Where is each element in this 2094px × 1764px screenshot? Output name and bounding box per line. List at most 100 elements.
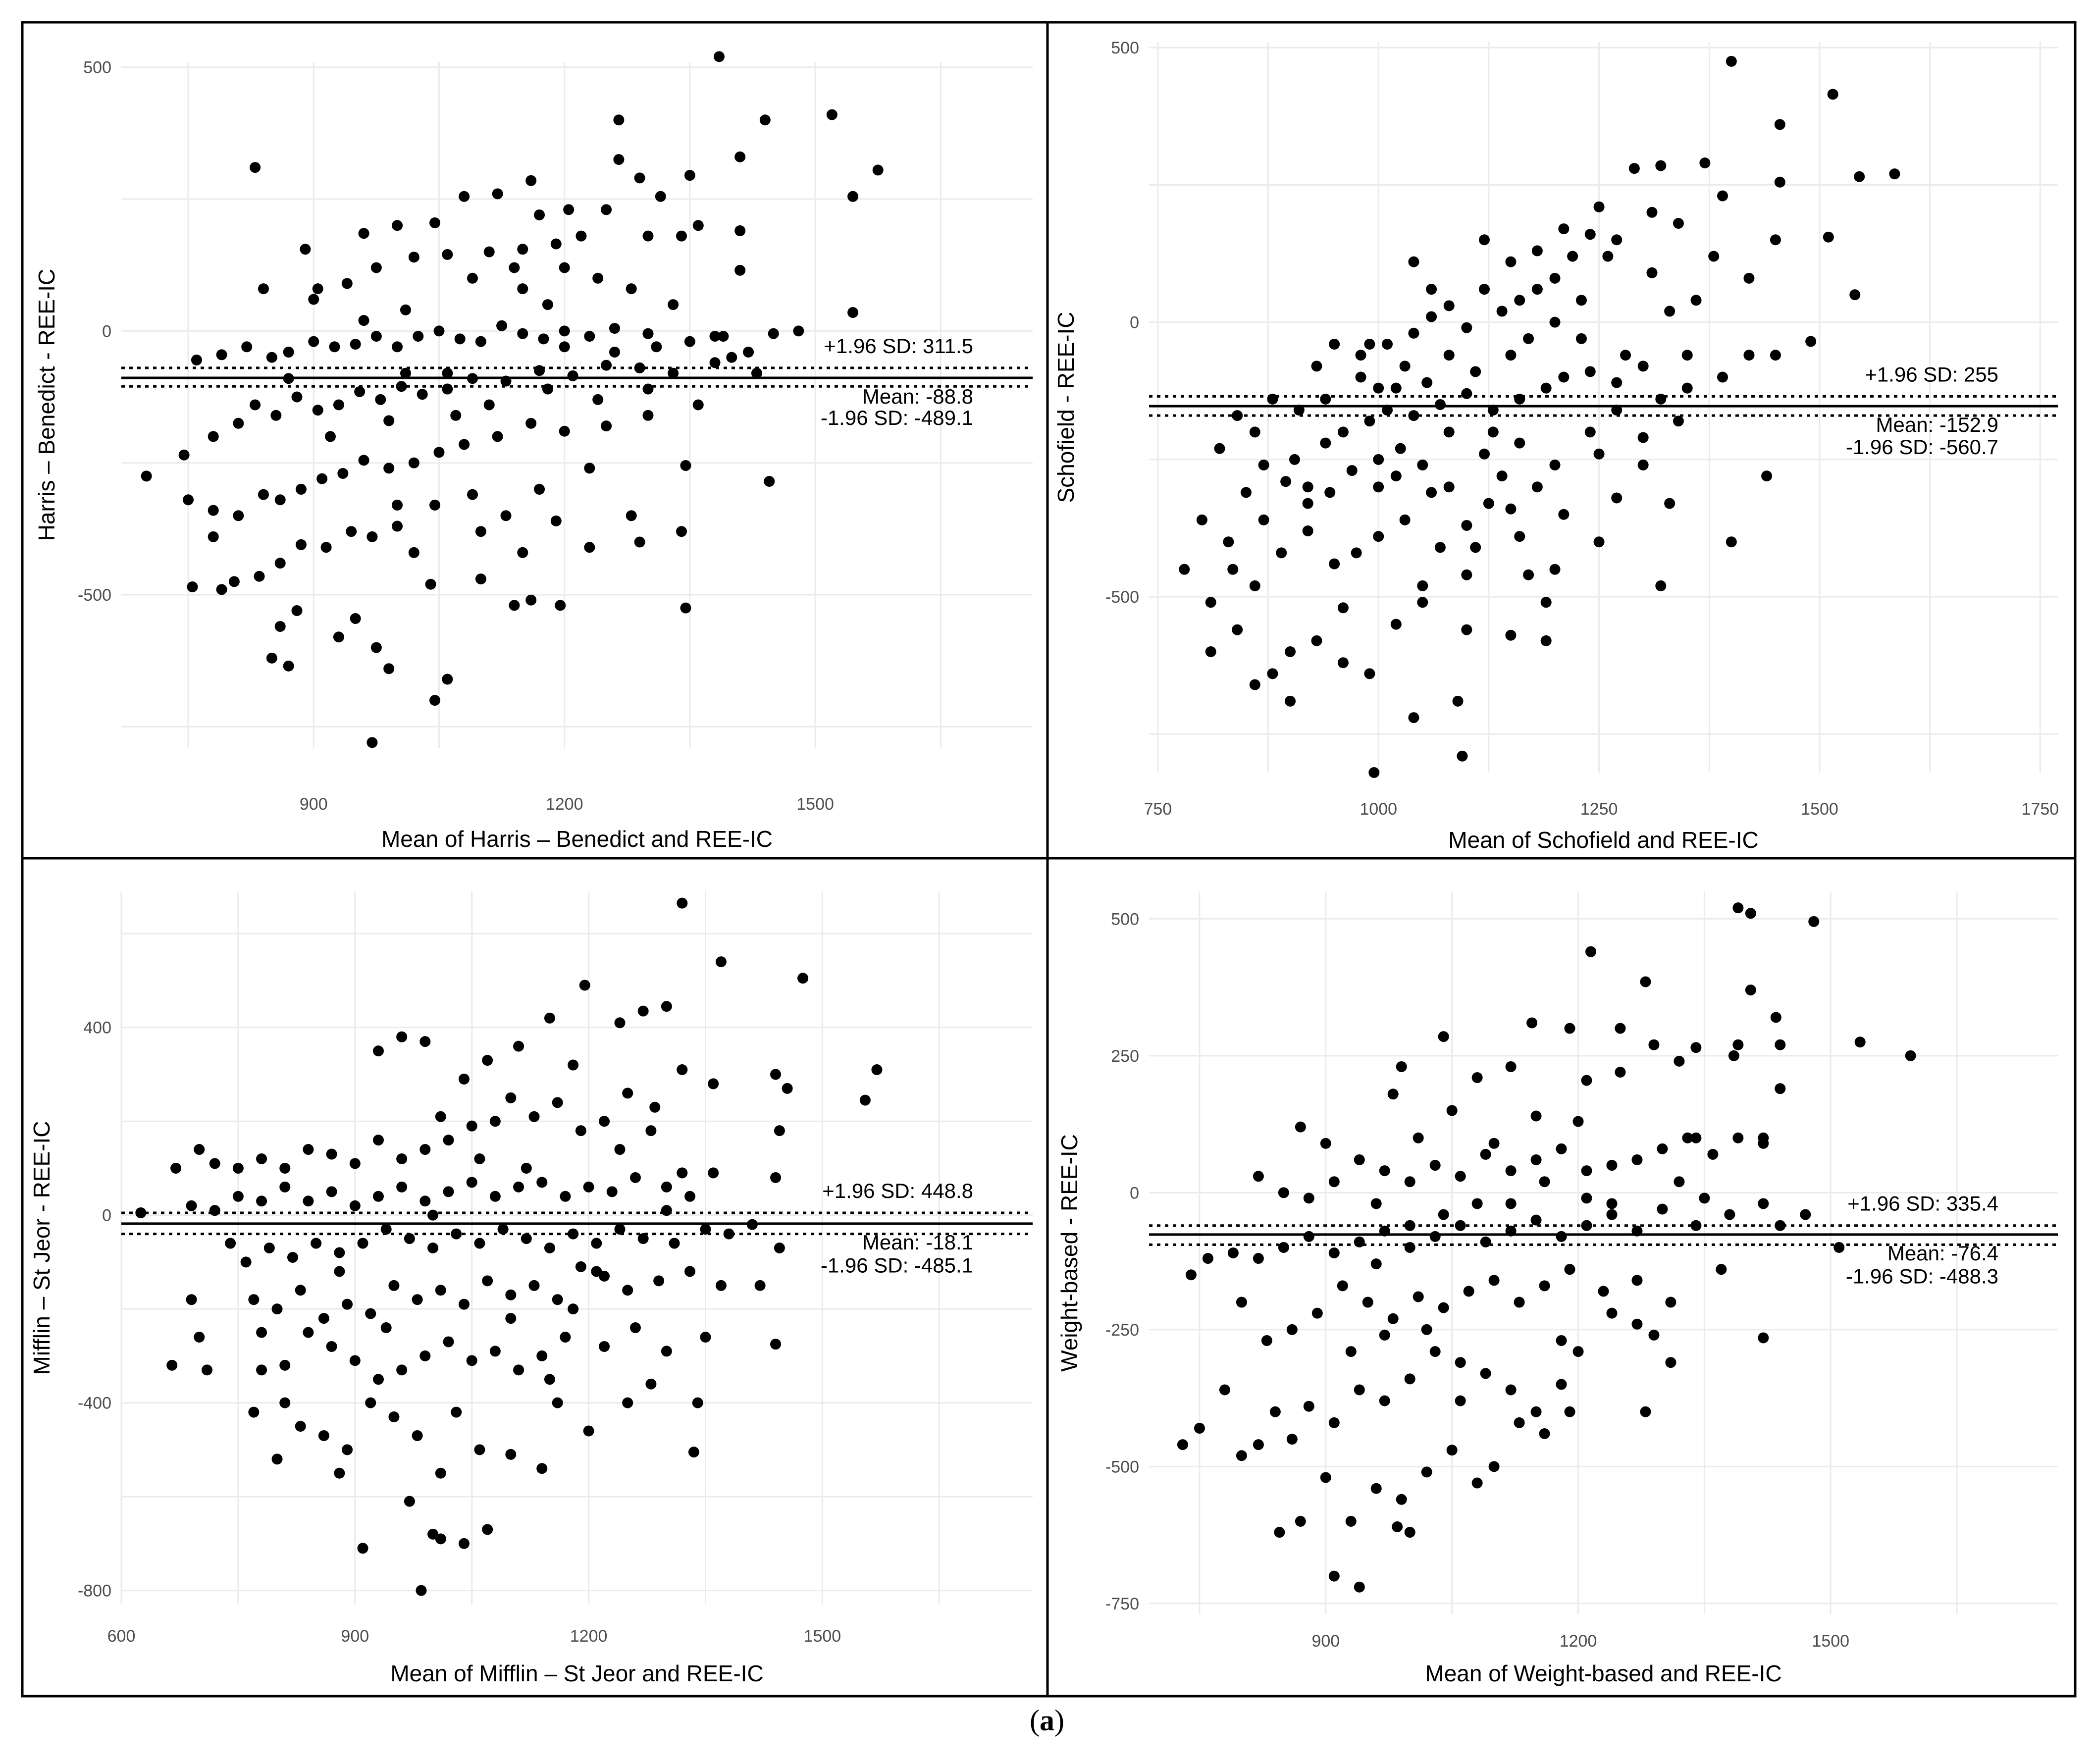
data-point [1514, 295, 1525, 306]
data-point [342, 1298, 353, 1310]
data-point [1446, 1105, 1458, 1116]
data-point [613, 114, 625, 126]
data-point [1364, 668, 1375, 679]
x-axis-title: Mean of Weight-based and REE-IC [1425, 1660, 1781, 1686]
data-point [513, 1040, 524, 1052]
data-point [1564, 1406, 1575, 1417]
data-point [404, 1496, 415, 1507]
data-point [241, 341, 253, 353]
data-point [544, 1012, 555, 1024]
data-point [544, 1374, 555, 1385]
data-point [346, 526, 357, 537]
data-point [723, 1228, 734, 1240]
data-point [1373, 481, 1384, 493]
data-point [365, 1308, 376, 1319]
data-point [774, 1125, 785, 1137]
data-point [1505, 1061, 1517, 1072]
x-tick-label: 900 [300, 795, 328, 814]
y-tick-label: 500 [1111, 39, 1139, 57]
data-point [1514, 437, 1525, 449]
data-point [642, 230, 654, 242]
y-axis-title: Weight-based - REE-IC [1056, 1134, 1082, 1372]
data-point [1455, 1357, 1466, 1368]
data-point [442, 383, 453, 395]
data-point [525, 417, 537, 429]
data-point [1611, 492, 1623, 504]
data-point [1392, 1521, 1403, 1533]
data-point [1732, 1132, 1744, 1143]
data-point [1302, 498, 1313, 509]
data-point [1337, 657, 1349, 669]
data-point [1446, 1445, 1458, 1456]
data-point [1320, 437, 1331, 449]
data-point [1732, 902, 1744, 914]
data-point [183, 494, 194, 506]
data-point [1370, 1483, 1382, 1494]
data-point [668, 367, 679, 379]
data-point [622, 1088, 633, 1099]
y-tick-label: -400 [78, 1394, 111, 1413]
data-point [429, 695, 441, 706]
data-point [677, 1167, 688, 1179]
data-point [1808, 916, 1820, 927]
y-tick-label: -750 [1105, 1595, 1139, 1613]
chart-panel-1: 900 1200 1500 -500 0 500 Mean of Harris – Bene… [21, 21, 1049, 860]
data-point [1452, 695, 1464, 707]
y-tick-label: 500 [83, 58, 111, 77]
mean-label: Mean: -18.1 [862, 1231, 973, 1254]
data-point [584, 331, 595, 342]
data-point [684, 336, 695, 347]
data-point [534, 209, 545, 220]
data-point [1530, 1154, 1542, 1165]
data-point [1373, 382, 1384, 394]
data-point [1328, 1247, 1340, 1258]
data-point [575, 1261, 586, 1272]
data-point [591, 1238, 602, 1249]
x-tick-label: 1200 [570, 1627, 608, 1646]
data-point [637, 1005, 649, 1017]
data-point [412, 1294, 423, 1305]
data-point [1496, 470, 1508, 482]
data-point [642, 328, 654, 339]
data-point [311, 1238, 322, 1249]
data-point [435, 1467, 446, 1479]
data-point [303, 1144, 314, 1155]
data-point [1382, 338, 1393, 350]
data-point [1395, 443, 1406, 454]
x-tick-label: 1000 [1360, 800, 1397, 819]
data-point [1665, 1357, 1676, 1368]
data-point [684, 1191, 696, 1202]
data-point [433, 447, 445, 458]
data-point [1539, 1280, 1550, 1292]
data-point [517, 244, 528, 255]
data-point [1413, 1132, 1424, 1143]
data-point [1655, 160, 1667, 171]
data-point [334, 1266, 345, 1277]
data-point [1278, 1187, 1289, 1198]
data-point [1905, 1050, 1916, 1061]
data-point [1311, 635, 1322, 646]
data-point [170, 1162, 182, 1174]
data-point [135, 1207, 147, 1218]
x-tick-label: 1200 [546, 795, 583, 814]
data-point [1564, 1023, 1575, 1034]
data-point [1637, 432, 1649, 443]
data-point [770, 1069, 782, 1080]
data-point [326, 1148, 337, 1160]
data-point [559, 325, 570, 337]
data-point [475, 573, 486, 585]
data-point [283, 346, 294, 358]
data-point [542, 383, 553, 395]
y-axis-title: Mifflin – St Jeor - REE-IC [29, 1121, 54, 1375]
data-point [1354, 1581, 1365, 1593]
data-point [1429, 1346, 1441, 1357]
data-point [1286, 1324, 1298, 1335]
y-tick-label: -500 [78, 586, 111, 605]
data-point [559, 425, 570, 437]
data-point [568, 1228, 579, 1240]
data-point [536, 1463, 548, 1474]
data-point [1505, 1198, 1517, 1209]
data-point [534, 365, 545, 376]
data-point [419, 1195, 431, 1207]
data-point [178, 449, 190, 461]
